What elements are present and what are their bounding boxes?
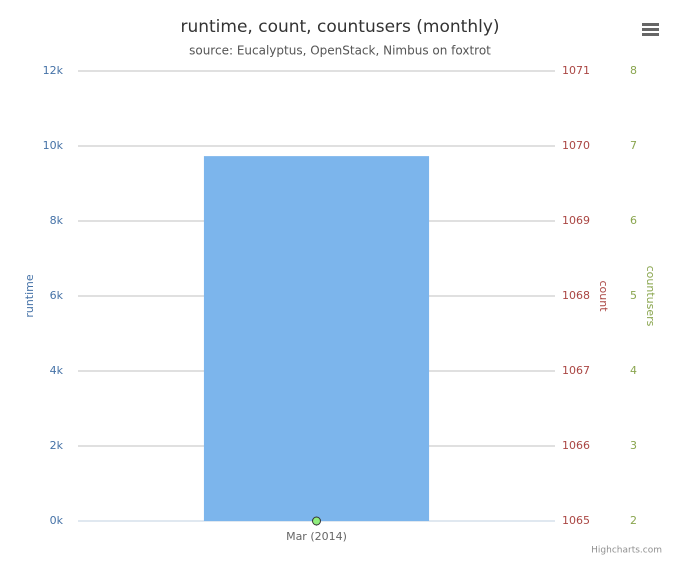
y-axis-title: runtime	[23, 274, 36, 318]
y2-tick-label: 1066	[562, 439, 590, 452]
y3-tick-label: 8	[630, 64, 637, 77]
chart-subtitle: source: Eucalyptus, OpenStack, Nimbus on…	[189, 44, 491, 58]
menu-line	[642, 23, 659, 26]
y2-tick-label: 1067	[562, 364, 590, 377]
y-tick-label: 12k	[43, 64, 64, 77]
y-tick-label: 6k	[50, 289, 64, 302]
y3-tick-label: 7	[630, 139, 637, 152]
y3-tick-label: 5	[630, 289, 637, 302]
y-tick-label: 2k	[50, 439, 64, 452]
y2-tick-label: 1069	[562, 214, 590, 227]
y2-tick-label: 1068	[562, 289, 590, 302]
menu-line	[642, 33, 659, 36]
point	[312, 516, 321, 526]
y-tick-label: 8k	[50, 214, 64, 227]
y2-axis-title: count	[597, 280, 610, 312]
menu-line	[642, 28, 659, 31]
y-tick-label: 4k	[50, 364, 64, 377]
y-tick-label: 0k	[50, 514, 64, 527]
bar	[203, 156, 430, 521]
menu-button[interactable]	[640, 18, 662, 40]
x-tick-label: Mar (2014)	[286, 530, 347, 543]
credits[interactable]: Highcharts.com	[591, 546, 662, 556]
y3-tick-label: 4	[630, 364, 637, 377]
y2-tick-label: 1071	[562, 64, 590, 77]
chart-title: runtime, count, countusers (monthly)	[180, 17, 499, 37]
y3-tick-label: 6	[630, 214, 637, 227]
y2-tick-label: 1065	[562, 514, 590, 527]
y-tick-label: 10k	[43, 139, 64, 152]
y2-tick-label: 1070	[562, 139, 590, 152]
y3-tick-label: 2	[630, 514, 637, 527]
y3-axis-title: countusers	[644, 266, 657, 327]
y3-tick-label: 3	[630, 439, 637, 452]
